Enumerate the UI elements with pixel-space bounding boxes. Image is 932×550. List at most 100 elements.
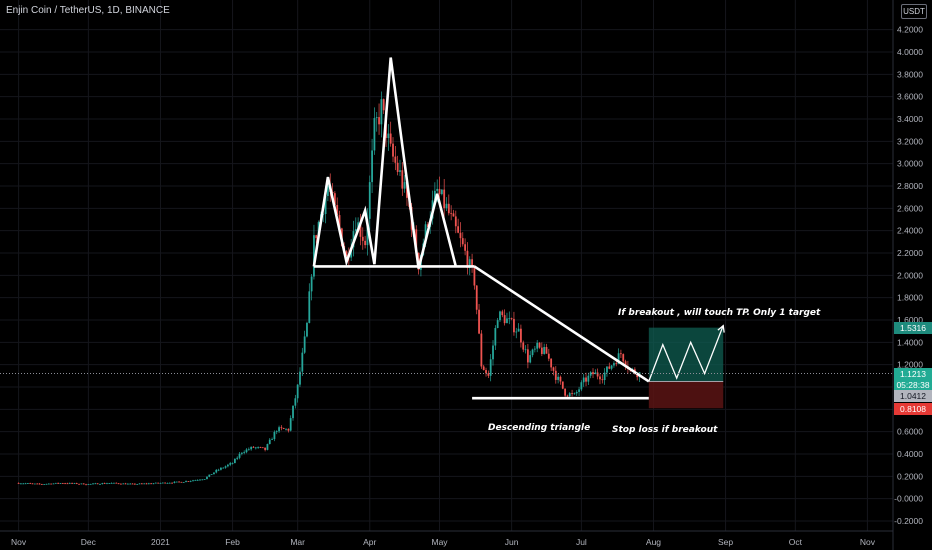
candle-body — [159, 483, 162, 484]
candle — [273, 430, 276, 442]
y-tick-label: 2.0000 — [897, 270, 923, 280]
candle-body — [585, 377, 587, 382]
candle — [145, 482, 148, 485]
candle-body — [224, 466, 227, 468]
candle-body — [303, 336, 306, 353]
candle-body — [501, 311, 504, 316]
candle — [506, 312, 508, 324]
candle-body — [64, 483, 67, 485]
candle-body — [289, 418, 292, 431]
x-tick-label: Oct — [789, 537, 803, 547]
candle — [159, 482, 162, 484]
candle-body — [443, 189, 446, 209]
candle — [557, 373, 560, 384]
candle — [387, 124, 390, 151]
candle — [227, 463, 229, 468]
candle — [571, 389, 573, 397]
candle — [115, 482, 118, 484]
candle — [27, 483, 29, 484]
y-tick-label: 0.6000 — [897, 427, 923, 437]
candle — [615, 360, 618, 367]
candle-body — [185, 481, 187, 483]
candle-body — [38, 483, 41, 485]
candle-body — [117, 483, 120, 485]
y-tick-label: 2.8000 — [897, 181, 923, 191]
x-tick-label: Feb — [225, 537, 240, 547]
candle — [245, 448, 248, 454]
candle — [87, 483, 90, 485]
candle-body — [306, 322, 308, 337]
candle — [494, 325, 497, 350]
candle-body — [215, 469, 218, 473]
candle — [315, 234, 318, 244]
candle-body — [85, 484, 87, 486]
candle — [161, 482, 164, 484]
y-tick-label: 4.2000 — [897, 25, 923, 35]
candle — [292, 405, 294, 421]
candle-body — [396, 162, 399, 172]
currency-selector[interactable]: USDT — [901, 4, 927, 19]
candle-body — [136, 484, 139, 485]
candle-body — [57, 482, 60, 484]
candle — [599, 373, 601, 385]
candle-body — [275, 431, 278, 433]
candle-body — [440, 189, 443, 195]
candle-body — [29, 483, 32, 484]
x-tick-label: Dec — [81, 537, 97, 547]
candle — [501, 309, 504, 318]
candle-body — [61, 483, 64, 484]
candle-body — [43, 484, 46, 485]
y-tick-label: 1.2000 — [897, 360, 923, 370]
candle-body — [357, 222, 360, 230]
candle-body — [445, 203, 448, 209]
candle-body — [103, 483, 106, 484]
candle — [143, 483, 146, 485]
candle — [47, 483, 50, 485]
projection-arrowhead — [717, 324, 725, 333]
candle — [182, 481, 185, 483]
candle — [487, 370, 490, 379]
candle-body — [175, 481, 178, 483]
candle — [582, 373, 585, 387]
y-tick-label: 0.4000 — [897, 449, 923, 459]
candle — [282, 427, 285, 430]
candle-body — [229, 463, 232, 465]
candle-body — [280, 427, 283, 429]
candle — [50, 483, 53, 485]
candle-body — [561, 381, 564, 389]
candle — [471, 253, 473, 273]
candle-body — [182, 482, 185, 483]
candle — [168, 482, 171, 484]
candle-body — [173, 481, 176, 483]
candle-body — [240, 452, 243, 454]
candle — [231, 462, 234, 465]
candle — [136, 483, 139, 485]
candle — [259, 446, 262, 448]
candle-body — [394, 156, 397, 163]
candle — [466, 242, 469, 275]
candle-body — [564, 388, 567, 396]
candle — [194, 479, 197, 481]
candle — [152, 482, 155, 485]
candle-body — [308, 291, 311, 323]
candle-body — [610, 365, 613, 369]
candle-body — [124, 483, 127, 485]
candle-body — [133, 483, 136, 485]
candle — [17, 482, 20, 484]
candle-body — [278, 427, 280, 432]
candle — [173, 481, 176, 484]
candle-body — [338, 215, 341, 229]
candle-body — [131, 483, 134, 485]
candle-body — [529, 355, 532, 363]
candle-body — [480, 333, 483, 367]
candle — [478, 304, 480, 335]
candle — [294, 394, 297, 409]
candle — [503, 309, 506, 326]
candle — [264, 447, 267, 452]
candle — [289, 415, 292, 432]
candle-body — [587, 375, 590, 382]
head-and-shoulders-line — [312, 57, 458, 269]
y-tick-label: 1.4000 — [897, 337, 923, 347]
candle-body — [403, 182, 406, 189]
